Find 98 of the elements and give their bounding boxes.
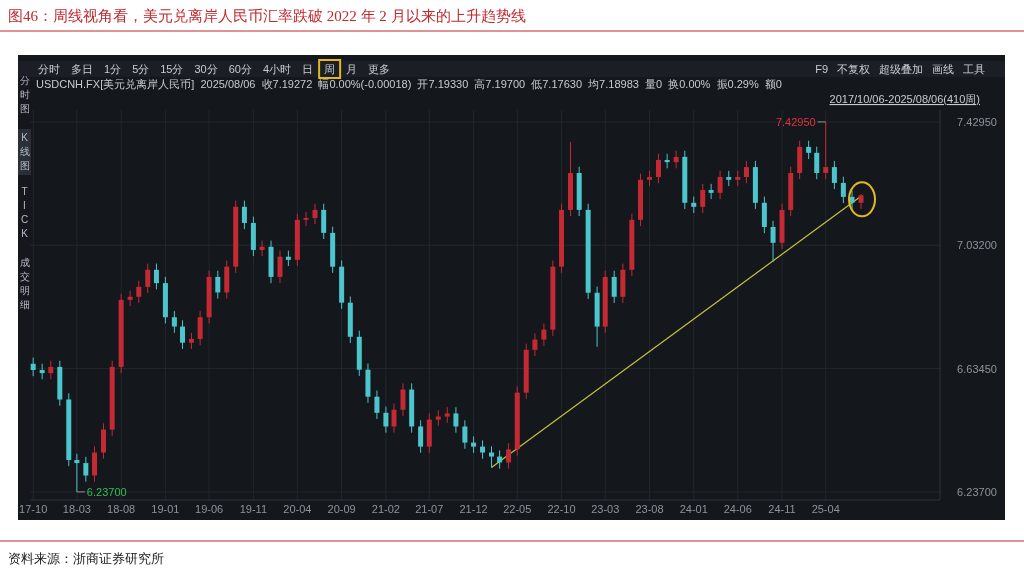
y-tick-label: 7.03200 <box>957 239 997 252</box>
candlestick <box>831 160 837 190</box>
candlestick <box>171 310 177 334</box>
candlestick <box>806 140 812 160</box>
text: 5分 <box>132 63 150 75</box>
candlestick <box>30 357 36 377</box>
x-tick-label: 25-04 <box>811 503 840 515</box>
text: 多日 <box>71 63 93 75</box>
candlestick <box>823 121 829 180</box>
candlestick <box>215 270 221 300</box>
text: 分时 <box>38 63 60 75</box>
text: 周 <box>324 63 336 75</box>
candlestick <box>418 419 424 454</box>
x-tick-label: 21-12 <box>459 503 488 515</box>
text: 60分 <box>228 63 252 75</box>
x-tick-label: 24-11 <box>768 503 796 515</box>
x-tick-label: 18-03 <box>62 503 91 515</box>
candlestick <box>717 170 723 200</box>
x-tick-label: 20-04 <box>283 503 312 515</box>
candlestick <box>321 203 327 240</box>
candlestick <box>391 403 397 434</box>
candlestick <box>858 193 864 210</box>
x-tick-label: 22-10 <box>547 503 576 515</box>
candlestick <box>179 319 185 350</box>
text: 超级叠加 <box>879 63 923 75</box>
text: 1分 <box>104 63 122 75</box>
candlestick <box>74 453 80 493</box>
text: 工具 <box>963 63 985 75</box>
x-tick-label: 24-01 <box>679 503 708 515</box>
candlestick <box>541 322 547 347</box>
text: 不复权 <box>837 63 870 75</box>
text: 日 <box>302 63 314 75</box>
text: 30分 <box>194 63 218 75</box>
text: 4小时 <box>263 63 292 75</box>
text: 2017/10/06-2025/08/06(410周) <box>829 93 980 105</box>
text: F9 <box>815 63 828 75</box>
annotation: 6.23700 <box>86 485 127 498</box>
candlestick <box>840 176 846 204</box>
candlestick <box>153 263 159 290</box>
candlestick <box>814 146 820 180</box>
text: 分时图 <box>19 75 30 114</box>
text: K线图 <box>19 132 30 171</box>
x-tick-label: 24-06 <box>723 503 752 515</box>
candlestick <box>453 406 459 434</box>
candlestick <box>480 439 486 460</box>
candlestick <box>83 456 89 483</box>
x-tick-label: 23-03 <box>591 503 620 515</box>
y-tick-label: 6.23700 <box>957 485 997 498</box>
candlestick <box>145 263 151 294</box>
candlestick <box>303 211 309 227</box>
x-tick-label: 18-08 <box>107 503 136 515</box>
candlestick <box>312 203 318 225</box>
x-tick-label: 21-02 <box>371 503 400 515</box>
candlestick <box>489 445 495 468</box>
candlestick <box>743 160 749 184</box>
x-tick-label: 19-11 <box>239 503 268 515</box>
annotation: 7.42950 <box>775 115 816 128</box>
candlestick <box>770 220 776 263</box>
candlestick <box>136 280 142 304</box>
candlestick <box>611 270 617 304</box>
candlestick <box>127 290 133 307</box>
chart-title: 图46：周线视角看，美元兑离岸人民币汇率跌破 2022 年 2 月以来的上升趋势线 <box>8 8 526 24</box>
candlestick <box>100 422 106 460</box>
candlestick <box>197 310 203 346</box>
candlestick <box>374 389 380 420</box>
text: TICK <box>20 186 29 239</box>
x-tick-label: 23-08 <box>635 503 664 515</box>
candlestick <box>383 406 389 434</box>
y-tick-label: 7.42950 <box>957 115 997 128</box>
candlestick <box>708 183 714 200</box>
x-tick-label: 20-09 <box>327 503 356 515</box>
candlestick <box>506 442 512 470</box>
candlestick <box>48 360 54 380</box>
text: 资料来源：浙商证券研究所 <box>8 551 164 566</box>
x-tick-label: 19-01 <box>151 503 180 515</box>
candlestick <box>241 200 247 230</box>
candlestick <box>664 153 670 169</box>
text: 月 <box>346 63 358 75</box>
candlestick <box>700 183 706 214</box>
x-tick-label: 17-10 <box>19 503 48 515</box>
candlestick <box>400 382 406 417</box>
candlestick <box>277 250 283 284</box>
candlestick <box>849 190 855 210</box>
candlestick <box>655 153 661 184</box>
text: 画线 <box>932 63 954 75</box>
candlestick <box>532 332 538 357</box>
y-tick-label: 6.63450 <box>957 362 997 375</box>
candlestick <box>462 419 468 450</box>
text: 更多 <box>368 63 391 75</box>
candlestick <box>259 240 265 257</box>
text: 成交明细 <box>19 257 30 310</box>
x-tick-label: 22-05 <box>503 503 532 515</box>
candlestick <box>92 445 98 483</box>
text: 15分 <box>160 63 184 75</box>
text: USDCNH.FX[美元兑离岸人民币] 2025/08/06 收7.19272 幅0.00%(-0.00018) 开7.19330 高7.19700 低7.17630 均7.18983 量0 换0.00% 振0.29% 额0 <box>36 78 782 90</box>
x-tick-label: 19-06 <box>195 503 224 515</box>
candlestick <box>673 150 679 169</box>
x-tick-label: 21-07 <box>415 503 444 515</box>
